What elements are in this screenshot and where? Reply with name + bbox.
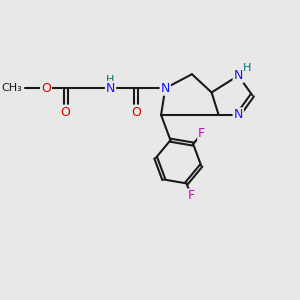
Text: N: N (160, 82, 170, 95)
Text: H: H (243, 63, 251, 73)
Text: H: H (106, 75, 115, 85)
Text: N: N (234, 69, 243, 82)
Text: O: O (61, 106, 70, 118)
Text: O: O (41, 82, 51, 95)
Text: F: F (198, 127, 205, 140)
Text: CH₃: CH₃ (2, 83, 22, 93)
Text: N: N (106, 82, 115, 95)
Text: N: N (234, 108, 243, 122)
Text: O: O (131, 106, 141, 118)
Text: F: F (188, 190, 195, 202)
